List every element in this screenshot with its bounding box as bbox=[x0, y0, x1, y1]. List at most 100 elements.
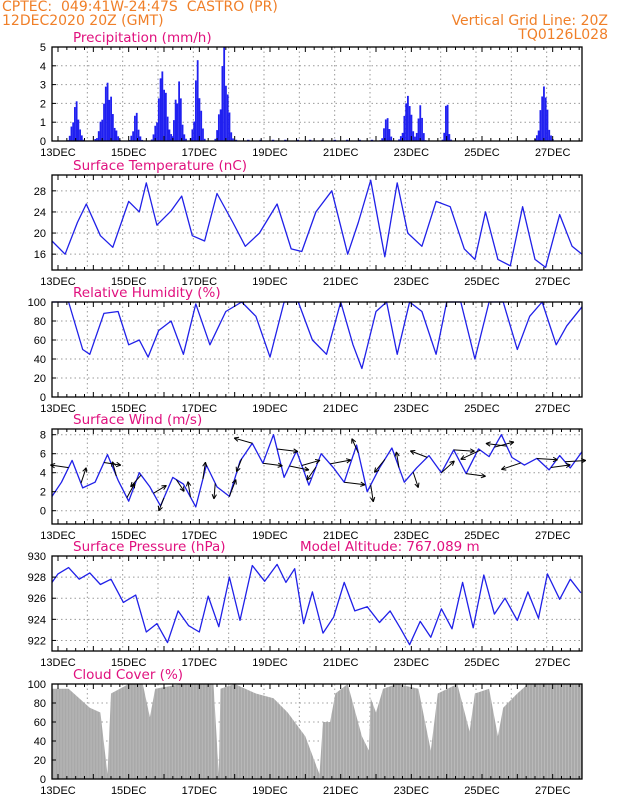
pressure-xtick-label: 15DEC bbox=[111, 657, 147, 669]
precipitation-bar bbox=[410, 114, 413, 141]
wind-vector bbox=[395, 451, 400, 468]
precipitation-bar bbox=[217, 114, 220, 141]
humidity-ytick-label: 80 bbox=[34, 316, 46, 328]
pressure-ytick-label: 930 bbox=[28, 551, 46, 563]
wind-vector bbox=[289, 465, 310, 471]
precipitation-bar bbox=[223, 47, 226, 141]
humidity-xtick-label: 21DEC bbox=[323, 403, 359, 415]
precipitation-bar bbox=[195, 80, 197, 141]
wind-vector bbox=[344, 481, 366, 486]
wind-vector bbox=[441, 460, 455, 474]
precipitation-xtick-label: 19DEC bbox=[252, 147, 288, 159]
precipitation-xtick-label: 23DEC bbox=[394, 147, 430, 159]
wind-vector bbox=[329, 459, 351, 465]
precipitation-bar bbox=[226, 94, 229, 141]
wind-vector bbox=[460, 449, 481, 460]
wind-ytick-label: 8 bbox=[40, 430, 46, 442]
wind-vector-head bbox=[292, 448, 299, 454]
humidity-xtick-label: 13DEC bbox=[40, 403, 76, 415]
wind-xtick-label: 23DEC bbox=[394, 530, 430, 542]
header-model-id: TQ0126L028 bbox=[518, 27, 608, 43]
precipitation-bar bbox=[173, 120, 175, 141]
wind-vector bbox=[228, 479, 237, 497]
wind-vector-head bbox=[360, 481, 366, 487]
wind-vector bbox=[565, 459, 586, 463]
temperature-ytick-label: 24 bbox=[34, 207, 46, 219]
precipitation-xtick-label: 17DEC bbox=[182, 147, 218, 159]
wind-vector bbox=[550, 464, 571, 468]
wind-vector-head bbox=[186, 481, 192, 487]
humidity-frame bbox=[51, 301, 583, 398]
precipitation-bar bbox=[178, 81, 181, 141]
precipitation-ytick-label: 1 bbox=[40, 117, 46, 129]
wind-vector bbox=[466, 473, 486, 477]
temperature-xtick-label: 17DEC bbox=[182, 276, 218, 288]
cloud-cover-xtick-label: 21DEC bbox=[323, 785, 359, 797]
wind-vector-head bbox=[351, 438, 357, 444]
wind-vector-head bbox=[277, 462, 283, 468]
humidity-xtick-label: 25DEC bbox=[464, 403, 500, 415]
precipitation-bar bbox=[198, 98, 201, 141]
precipitation-bar bbox=[388, 129, 391, 141]
wind-vector-head bbox=[345, 458, 352, 464]
precipitation-bar bbox=[541, 96, 544, 141]
precipitation-bar bbox=[214, 138, 217, 141]
precipitation-bar bbox=[550, 135, 552, 141]
precipitation-bar bbox=[104, 86, 107, 141]
precipitation-bar bbox=[398, 139, 400, 141]
precipitation-bar bbox=[386, 118, 389, 141]
precipitation-bar bbox=[113, 127, 116, 141]
precipitation-bar bbox=[415, 132, 418, 141]
precipitation-bar bbox=[539, 110, 542, 141]
wind-xtick-label: 13DEC bbox=[40, 530, 76, 542]
precipitation-bar bbox=[174, 99, 177, 141]
precipitation-bar bbox=[537, 130, 540, 141]
pressure-frame bbox=[51, 555, 583, 652]
precipitation-bar bbox=[150, 139, 153, 141]
wind-vector bbox=[80, 467, 87, 484]
precipitation-bar bbox=[228, 112, 231, 141]
wind-vector-head bbox=[501, 465, 507, 471]
cloud-cover-frame bbox=[51, 683, 583, 780]
precipitation-bar bbox=[383, 128, 385, 141]
precipitation-bar bbox=[171, 136, 174, 141]
precipitation-bar bbox=[548, 129, 551, 141]
precipitation-bar bbox=[80, 135, 83, 141]
precipitation-bar bbox=[535, 135, 538, 141]
precipitation-bar bbox=[164, 92, 167, 141]
precipitation-bar bbox=[110, 96, 113, 141]
wind-vector-head bbox=[202, 461, 208, 468]
wind-vector bbox=[351, 438, 359, 454]
precipitation-bar bbox=[77, 119, 80, 141]
wind-vector bbox=[50, 464, 69, 469]
precipitation-bar bbox=[132, 131, 135, 141]
precipitation-bar bbox=[161, 71, 164, 141]
wind-vector bbox=[213, 483, 216, 499]
wind-vector bbox=[277, 448, 298, 453]
precipitation-bar bbox=[193, 121, 196, 141]
precipitation-bar bbox=[101, 119, 104, 141]
precipitation-bar bbox=[412, 131, 415, 141]
precipitation-bar bbox=[99, 121, 102, 141]
precipitation-bar bbox=[163, 89, 166, 141]
wind-vector bbox=[494, 441, 515, 448]
wind-vector-head bbox=[235, 466, 241, 473]
precipitation-bar bbox=[543, 86, 545, 141]
wind-vector bbox=[301, 459, 321, 466]
pressure-ytick-label: 926 bbox=[28, 593, 46, 605]
precipitation-bar bbox=[154, 125, 157, 141]
cloud-cover-panel bbox=[51, 683, 583, 780]
precipitation-bar bbox=[139, 136, 142, 141]
precipitation-bar bbox=[103, 103, 105, 141]
wind-xtick-label: 19DEC bbox=[252, 530, 288, 542]
precipitation-bar bbox=[219, 109, 222, 141]
precipitation-bar bbox=[225, 85, 227, 141]
humidity-xtick-label: 27DEC bbox=[535, 403, 571, 415]
precipitation-bar bbox=[419, 105, 422, 141]
precipitation-bar bbox=[544, 97, 547, 141]
precipitation-bar bbox=[159, 78, 162, 141]
precipitation-bar bbox=[134, 115, 136, 141]
wind-vector bbox=[412, 471, 419, 488]
precipitation-bar bbox=[417, 118, 420, 141]
pressure-xtick-label: 19DEC bbox=[252, 657, 288, 669]
